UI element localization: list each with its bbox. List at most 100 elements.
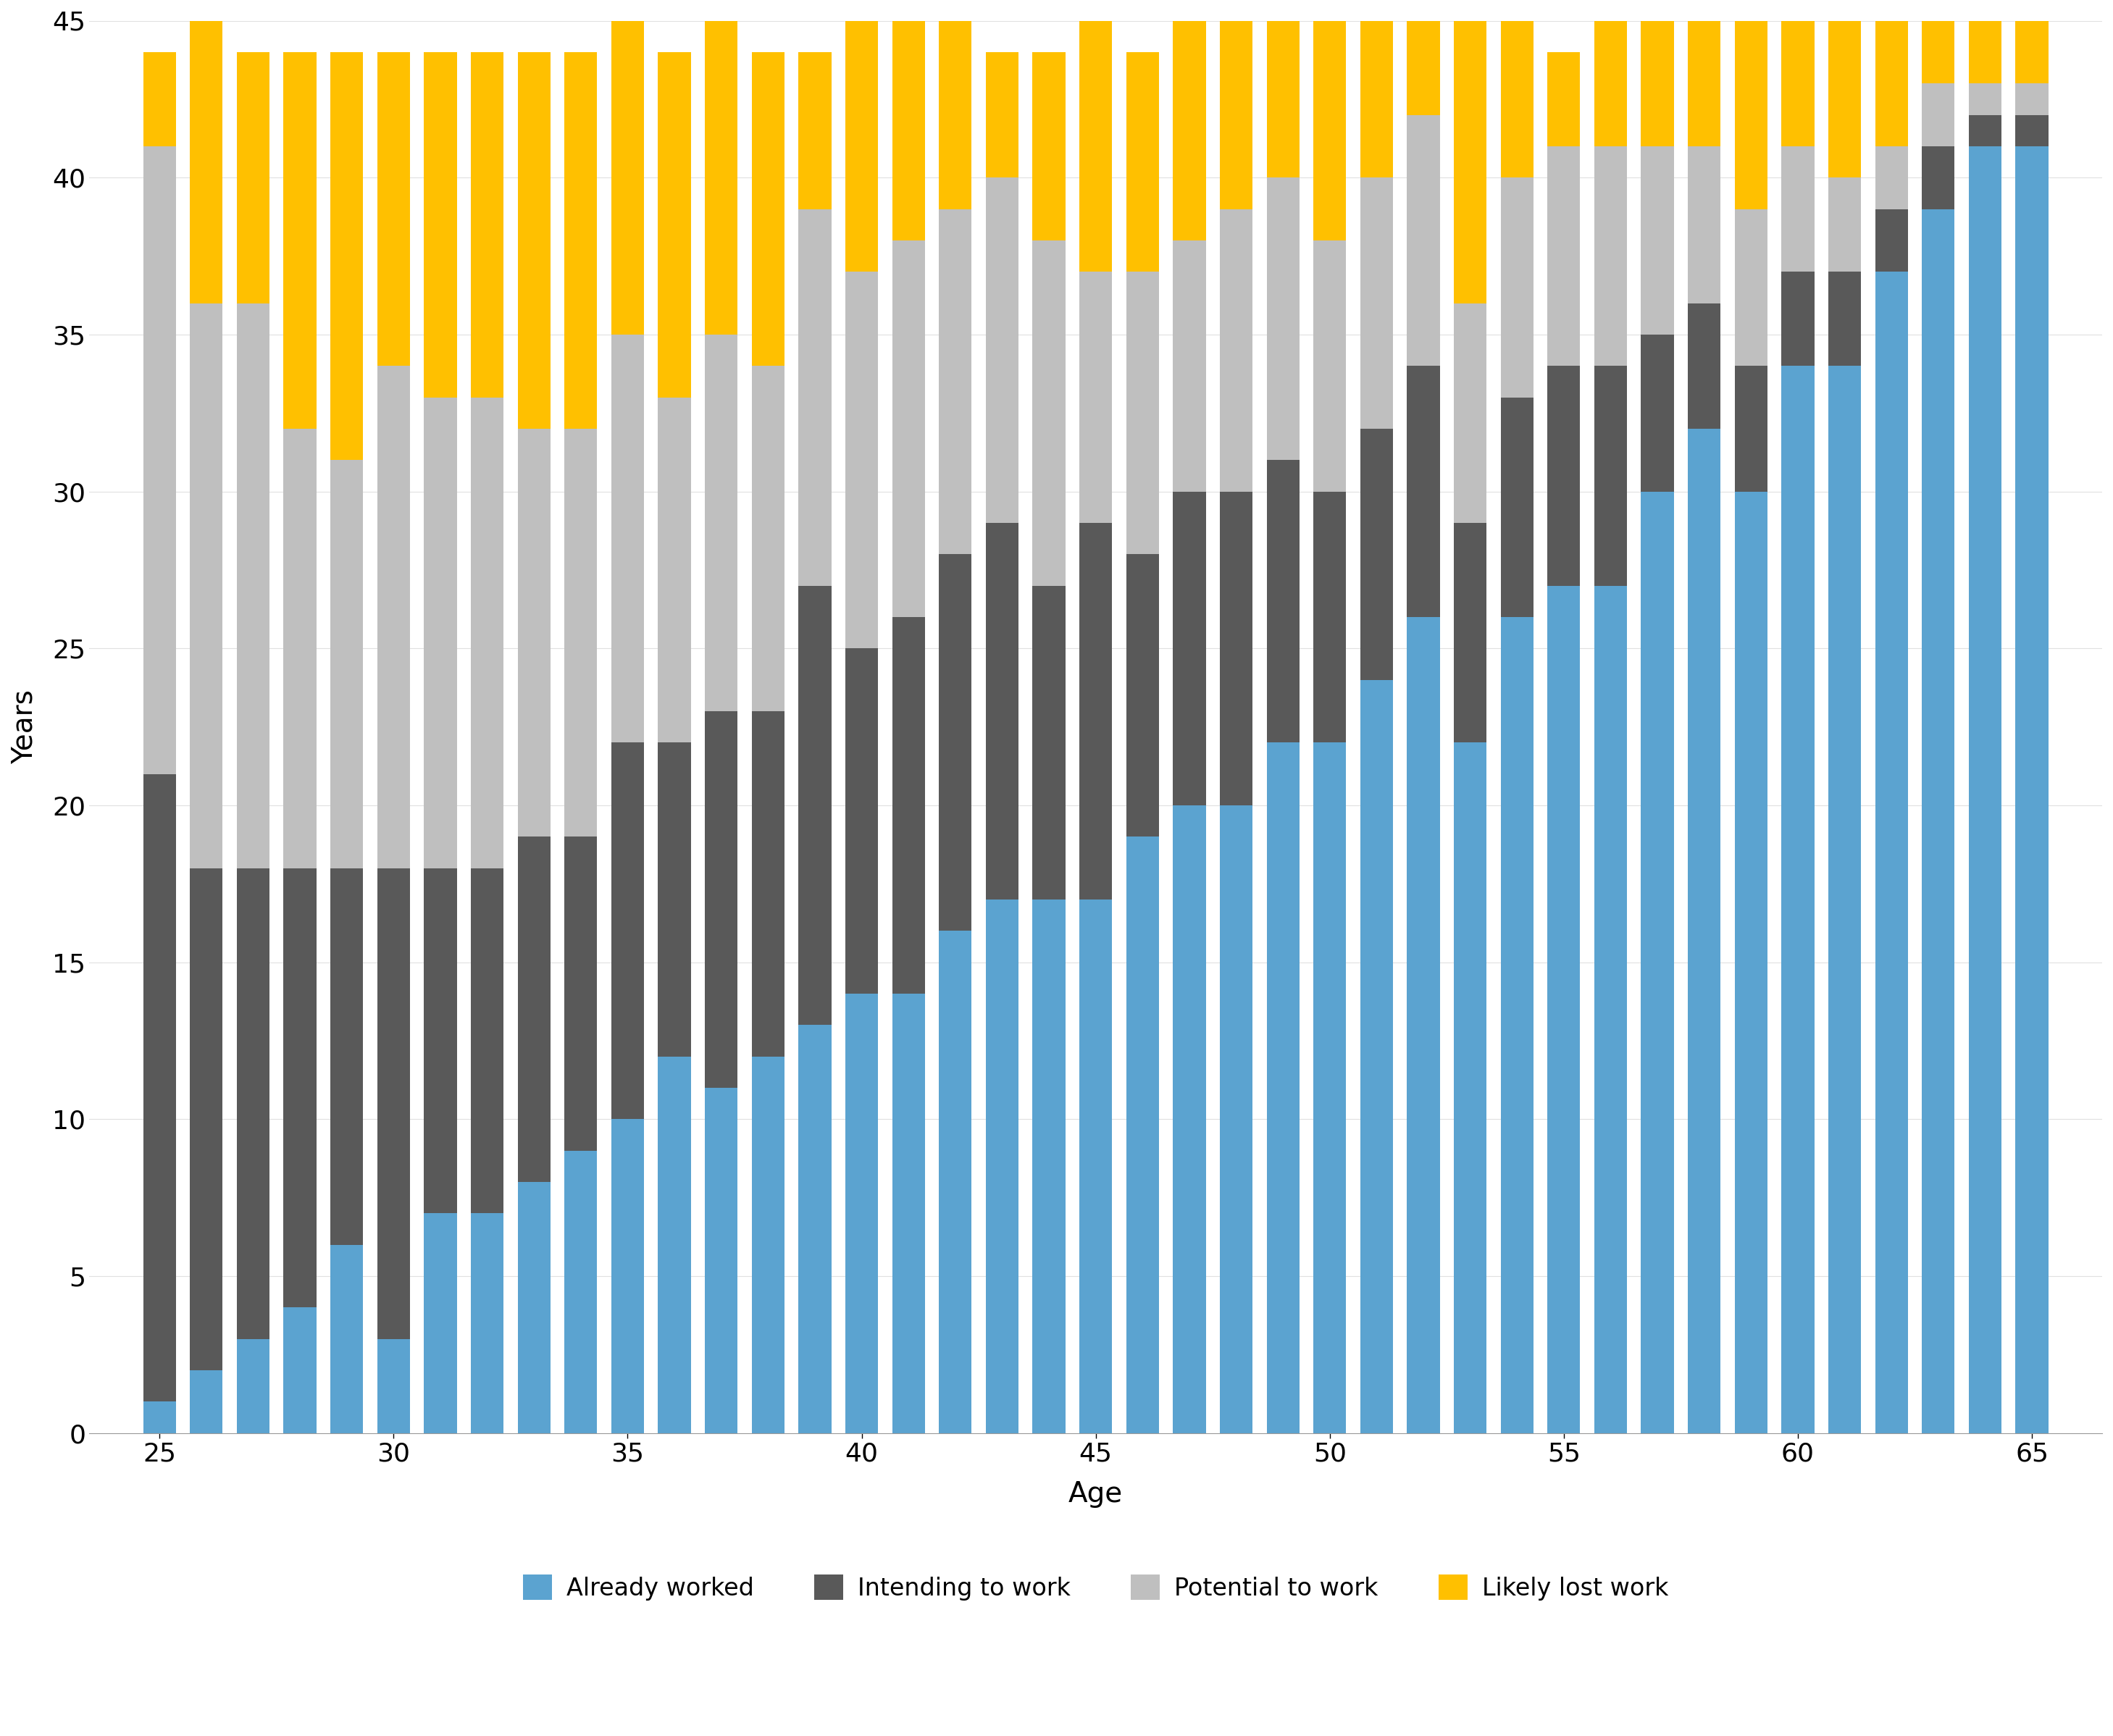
Bar [1314, 743, 1346, 1432]
Bar [190, 868, 222, 1370]
Bar [1500, 616, 1534, 1432]
Bar [1080, 523, 1111, 899]
Bar [706, 335, 737, 712]
Bar [1735, 491, 1766, 1432]
Legend: Already worked, Intending to work, Potential to work, Likely lost work: Already worked, Intending to work, Poten… [513, 1566, 1678, 1609]
Bar [144, 146, 175, 774]
Bar [1923, 83, 1955, 146]
Bar [378, 1338, 410, 1432]
Bar [564, 837, 598, 1151]
Bar [611, 335, 644, 743]
Bar [1454, 743, 1488, 1432]
Bar [987, 523, 1018, 899]
Bar [1593, 146, 1627, 366]
Bar [2016, 83, 2047, 115]
Bar [938, 554, 972, 930]
Bar [1080, 899, 1111, 1432]
Bar [752, 366, 784, 712]
Bar [378, 52, 410, 366]
Bar [1642, 335, 1673, 491]
Bar [1454, 523, 1488, 743]
Bar [1314, 240, 1346, 491]
Bar [1266, 460, 1299, 743]
Bar [330, 460, 363, 868]
Bar [1266, 177, 1299, 460]
Bar [1688, 146, 1720, 304]
Bar [425, 868, 456, 1213]
Bar [611, 1120, 644, 1432]
X-axis label: Age: Age [1069, 1481, 1122, 1509]
Bar [1828, 366, 1862, 1432]
Bar [799, 52, 830, 208]
Bar [706, 1088, 737, 1432]
Bar [2016, 21, 2047, 83]
Bar [1361, 429, 1392, 681]
Bar [1593, 366, 1627, 585]
Bar [1126, 837, 1158, 1432]
Bar [1219, 806, 1253, 1432]
Bar [1642, 491, 1673, 1432]
Bar [1923, 146, 1955, 208]
Bar [564, 1151, 598, 1432]
Bar [1500, 21, 1534, 177]
Bar [657, 1057, 691, 1432]
Bar [1033, 52, 1065, 240]
Bar [1923, 21, 1955, 83]
Bar [1173, 806, 1207, 1432]
Bar [425, 52, 456, 398]
Bar [518, 1182, 549, 1432]
Bar [752, 1057, 784, 1432]
Bar [657, 743, 691, 1057]
Bar [1219, 208, 1253, 491]
Bar [283, 1307, 317, 1432]
Bar [611, 743, 644, 1120]
Bar [190, 0, 222, 304]
Bar [706, 712, 737, 1088]
Bar [657, 52, 691, 398]
Bar [938, 21, 972, 208]
Bar [1874, 273, 1908, 1432]
Bar [283, 52, 317, 429]
Bar [144, 1401, 175, 1432]
Bar [190, 1370, 222, 1432]
Bar [471, 1213, 503, 1432]
Bar [845, 993, 879, 1432]
Bar [2016, 115, 2047, 146]
Bar [752, 712, 784, 1057]
Bar [1969, 146, 2001, 1432]
Bar [1735, 366, 1766, 491]
Bar [330, 52, 363, 460]
Bar [564, 429, 598, 837]
Bar [1688, 304, 1720, 429]
Bar [1407, 366, 1439, 616]
Bar [1080, 21, 1111, 273]
Bar [330, 1245, 363, 1432]
Bar [1500, 177, 1534, 398]
Bar [1361, 0, 1392, 177]
Bar [1266, 743, 1299, 1432]
Bar [1454, 21, 1488, 304]
Bar [1642, 146, 1673, 335]
Bar [1173, 240, 1207, 491]
Bar [1593, 21, 1627, 146]
Bar [237, 52, 270, 304]
Bar [471, 868, 503, 1213]
Bar [1688, 429, 1720, 1432]
Bar [1454, 304, 1488, 523]
Bar [1407, 616, 1439, 1432]
Bar [1781, 366, 1815, 1432]
Bar [1126, 273, 1158, 554]
Bar [1314, 491, 1346, 743]
Bar [1547, 585, 1581, 1432]
Bar [1593, 585, 1627, 1432]
Bar [1314, 21, 1346, 240]
Bar [1361, 177, 1392, 429]
Bar [144, 774, 175, 1401]
Bar [1407, 21, 1439, 115]
Bar [564, 52, 598, 429]
Bar [1033, 899, 1065, 1432]
Bar [144, 52, 175, 146]
Bar [1173, 21, 1207, 240]
Bar [845, 273, 879, 648]
Bar [611, 21, 644, 335]
